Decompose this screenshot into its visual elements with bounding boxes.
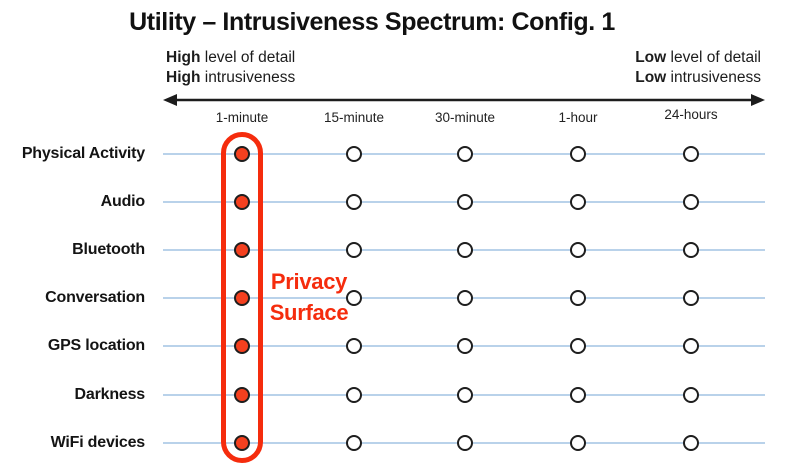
low-intrusiveness-label: Low intrusiveness <box>635 68 761 88</box>
spectrum-left-labels: High level of detail High intrusiveness <box>166 48 295 88</box>
dot-empty <box>683 387 699 403</box>
row-label: Conversation <box>45 289 145 306</box>
dot-empty <box>683 242 699 258</box>
high-detail-label: High level of detail <box>166 48 295 68</box>
dot-filled <box>234 242 250 258</box>
dot-empty <box>570 290 586 306</box>
dot-empty <box>570 242 586 258</box>
dot-empty <box>457 338 473 354</box>
row-label: WiFi devices <box>50 434 146 451</box>
dot-empty <box>346 435 362 451</box>
high-detail-em: High <box>166 49 201 66</box>
dot-empty <box>457 435 473 451</box>
double-arrow-icon <box>163 94 765 106</box>
dot-empty <box>570 387 586 403</box>
dot-empty <box>683 290 699 306</box>
high-detail-text: level of detail <box>200 49 296 66</box>
dot-empty <box>570 146 586 162</box>
low-detail-label: Low level of detail <box>635 48 761 68</box>
low-detail-em: Low <box>635 49 667 66</box>
column-header: 30-minute <box>434 110 496 125</box>
column-header: 1-hour <box>558 110 598 125</box>
row-label: Bluetooth <box>72 241 145 258</box>
column-header: 15-minute <box>323 110 385 125</box>
column-header: 24-hours <box>664 107 718 122</box>
dot-empty <box>570 435 586 451</box>
high-intrusiveness-em: High <box>166 69 201 86</box>
dot-empty <box>683 435 699 451</box>
dot-filled <box>234 194 250 210</box>
dot-empty <box>683 338 699 354</box>
privacy-surface-line2: Surface <box>269 300 349 325</box>
dot-filled <box>234 338 250 354</box>
column-header: 1-minute <box>215 110 269 125</box>
dot-filled <box>234 387 250 403</box>
high-intrusiveness-label: High intrusiveness <box>166 68 295 88</box>
dot-empty <box>683 194 699 210</box>
dot-empty <box>346 290 362 306</box>
dot-empty <box>683 146 699 162</box>
row-label: Physical Activity <box>21 145 145 162</box>
dot-empty <box>457 290 473 306</box>
high-intrusiveness-text: intrusiveness <box>200 69 296 86</box>
dot-empty <box>346 242 362 258</box>
row-label: Darkness <box>74 386 146 403</box>
dot-empty <box>570 194 586 210</box>
dot-empty <box>346 146 362 162</box>
low-intrusiveness-text: intrusiveness <box>666 69 761 86</box>
privacy-surface-label: Privacy Surface <box>263 266 355 328</box>
dot-empty <box>457 387 473 403</box>
dot-empty <box>457 242 473 258</box>
dot-empty <box>457 194 473 210</box>
dot-filled <box>234 435 250 451</box>
low-intrusiveness-em: Low <box>635 69 667 86</box>
low-detail-text: level of detail <box>666 49 761 66</box>
row-label: GPS location <box>47 337 145 354</box>
diagram-title: Utility – Intrusiveness Spectrum: Config… <box>129 8 615 36</box>
dot-empty <box>457 146 473 162</box>
dot-empty <box>346 387 362 403</box>
privacy-surface-outline <box>221 132 263 463</box>
spectrum-right-labels: Low level of detail Low intrusiveness <box>635 48 761 88</box>
dot-filled <box>234 290 250 306</box>
dot-filled <box>234 146 250 162</box>
privacy-surface-line1: Privacy <box>270 269 348 294</box>
dot-empty <box>346 194 362 210</box>
row-label: Audio <box>100 193 146 210</box>
dot-empty <box>570 338 586 354</box>
dot-empty <box>346 338 362 354</box>
